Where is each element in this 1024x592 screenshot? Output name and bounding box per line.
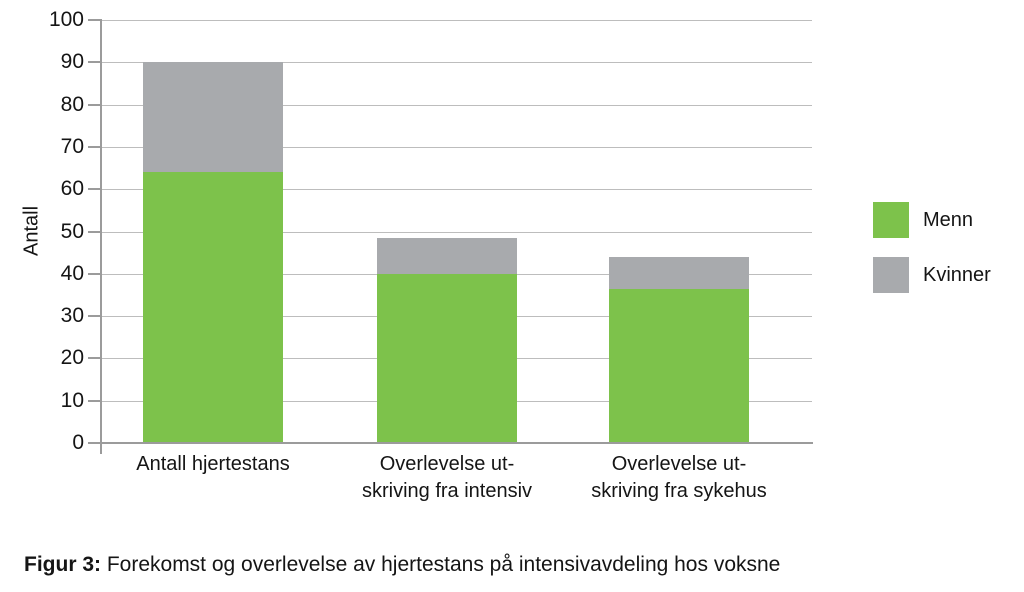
caption-text: Forekomst og overlevelse av hjertestans … — [101, 553, 781, 576]
y-tick-label-30: 30 — [60, 304, 84, 328]
bar-1-kvinner-segment — [143, 62, 283, 173]
y-tick-label-0: 0 — [72, 431, 84, 454]
y-tick-label-70: 70 — [60, 134, 84, 158]
legend-item-kvinner: Kvinner — [873, 257, 991, 293]
y-tick-label-90: 90 — [60, 50, 84, 74]
y-tick-label-80: 80 — [60, 92, 84, 116]
gridline-50 — [101, 231, 812, 233]
gridline-80 — [101, 104, 812, 106]
figure-caption: Figur 3: Forekomst og overlevelse av hje… — [24, 553, 780, 577]
x-category-label-3: Overlevelse ut- skriving fra sykehus — [591, 453, 767, 502]
y-tick-90 — [88, 61, 101, 64]
x-category-label-1: Antall hjertestans — [136, 453, 290, 475]
kvinner-color-swatch — [873, 257, 909, 293]
y-tick-label-10: 10 — [60, 388, 84, 412]
y-tick-label-50: 50 — [60, 219, 84, 243]
y-tick-10 — [88, 399, 101, 402]
bar-2-kvinner-segment — [377, 237, 517, 274]
menn-color-swatch — [873, 202, 909, 238]
y-tick-label-40: 40 — [60, 261, 84, 285]
y-tick-40 — [88, 272, 101, 275]
caption-label: Figur 3: — [24, 553, 101, 576]
gridline-60 — [101, 189, 812, 191]
legend-label-kvinner: Kvinner — [923, 263, 991, 286]
bar-3-menn-segment — [609, 288, 749, 443]
plot-area — [101, 20, 812, 443]
y-tick-label-20: 20 — [60, 346, 84, 370]
bar-2-menn-segment — [377, 273, 517, 443]
x-category-label-2: Overlevelse ut- skriving fra intensiv — [361, 453, 533, 502]
y-tick-label-60: 60 — [60, 177, 84, 201]
gridline-100 — [101, 20, 812, 21]
legend-item-menn: Menn — [873, 202, 991, 238]
y-tick-label-100: 100 — [48, 8, 84, 31]
stacked-bar-chart: Antall 0 10 20 30 40 50 60 70 80 90 100 Antall hje… — [21, 8, 991, 502]
bar-3-kvinner-segment — [609, 256, 749, 289]
x-axis-line — [100, 442, 813, 444]
bar-1-menn-segment — [143, 172, 283, 443]
y-tick-20 — [88, 357, 101, 360]
gridline-90 — [101, 62, 812, 64]
y-tick-100 — [88, 19, 101, 21]
y-tick-70 — [88, 145, 101, 148]
y-tick-60 — [88, 188, 101, 191]
legend: Menn Kvinner — [873, 202, 991, 293]
y-tick-50 — [88, 230, 101, 233]
y-tick-80 — [88, 103, 101, 106]
y-tick-30 — [88, 315, 101, 318]
y-tick-0 — [88, 442, 101, 444]
legend-label-menn: Menn — [923, 208, 974, 231]
x-axis-corner-tick — [100, 444, 102, 454]
gridline-70 — [101, 146, 812, 148]
y-axis-line — [100, 19, 102, 444]
